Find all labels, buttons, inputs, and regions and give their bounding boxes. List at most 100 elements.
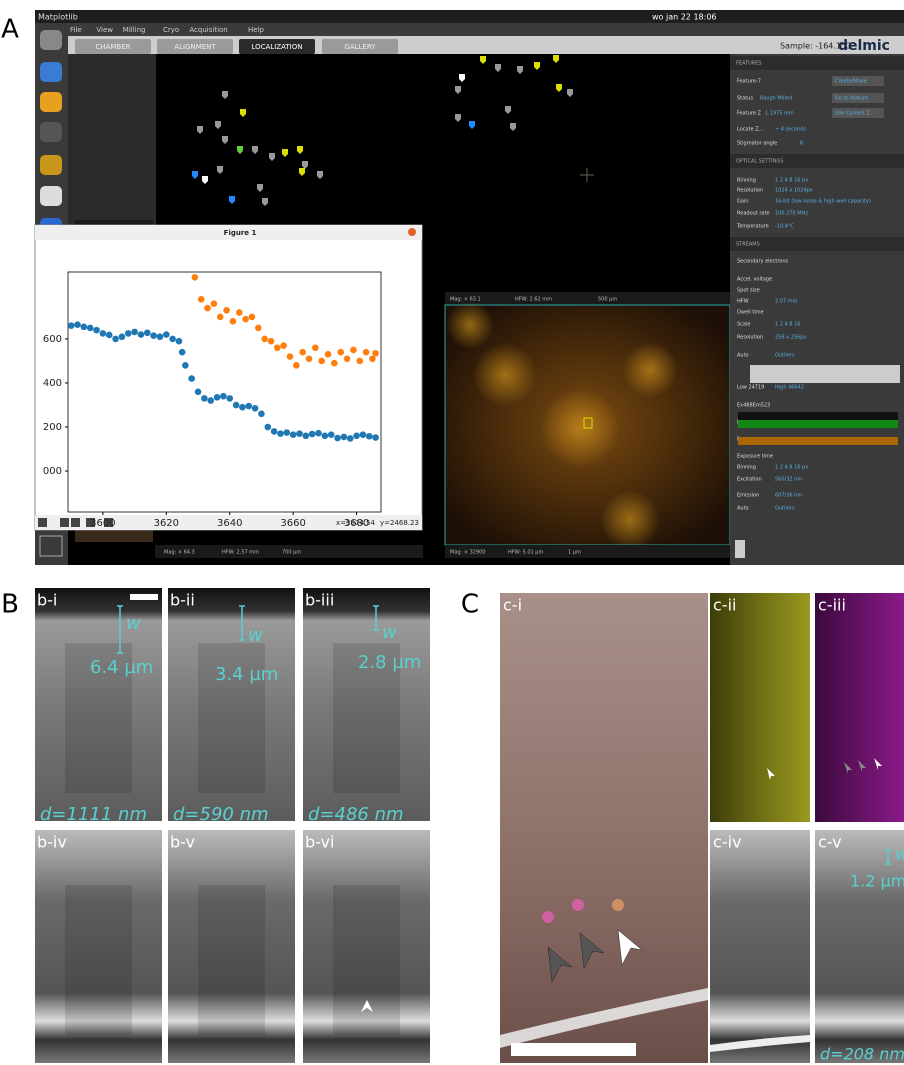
page: ABCMatplotlibwo jan 22 18:06FileViewMill… bbox=[0, 0, 904, 1065]
setting-text: High 46642 bbox=[775, 385, 804, 391]
tab-label: LOCALIZATION bbox=[252, 43, 303, 51]
setting-text: Auto bbox=[737, 506, 749, 512]
tile-label: c-i bbox=[503, 596, 522, 615]
tile-label: b-iii bbox=[305, 591, 334, 610]
point bbox=[369, 355, 376, 362]
tile-label: b-i bbox=[37, 591, 57, 610]
depth-value: d=208 nm bbox=[820, 1045, 904, 1064]
setting-text: Auto bbox=[737, 353, 749, 359]
point bbox=[303, 433, 310, 440]
dock-icon[interactable] bbox=[40, 186, 62, 206]
toolbar-icon[interactable] bbox=[60, 518, 69, 527]
figure: ABCMatplotlibwo jan 22 18:06FileViewMill… bbox=[0, 0, 904, 1065]
setting-text: Binning bbox=[737, 178, 756, 184]
scale-bar bbox=[511, 1043, 636, 1056]
view-scale: 700 µm bbox=[282, 550, 301, 556]
close-button[interactable] bbox=[408, 228, 416, 236]
depth-value: d=590 nm bbox=[173, 804, 269, 825]
point bbox=[150, 332, 157, 339]
trench bbox=[65, 885, 132, 1035]
setting-text: Resolution bbox=[737, 335, 763, 341]
point bbox=[255, 325, 262, 332]
point bbox=[306, 355, 313, 362]
setting-text: Binning bbox=[737, 465, 756, 471]
view-mag: Mag: × 32900 bbox=[450, 550, 486, 556]
setting-text: Dwell time bbox=[737, 310, 764, 316]
tile-label: b-v bbox=[170, 833, 195, 852]
panel-label: C bbox=[461, 590, 479, 620]
width-symbol: w bbox=[895, 845, 904, 864]
point bbox=[318, 358, 325, 365]
width-symbol: w bbox=[126, 613, 141, 634]
dock-icon[interactable] bbox=[40, 155, 62, 175]
dock-icon[interactable] bbox=[40, 62, 62, 82]
point bbox=[252, 405, 259, 412]
point bbox=[87, 325, 94, 332]
setting-text: 1 2 4 8 16 px bbox=[775, 465, 808, 471]
setting-text: Locate Z... bbox=[737, 127, 764, 133]
point bbox=[271, 428, 278, 435]
point bbox=[214, 394, 221, 401]
y-tick-label: 000 bbox=[43, 466, 62, 477]
point bbox=[264, 424, 271, 431]
width-value: 2.8 µm bbox=[358, 652, 421, 673]
width-symbol: w bbox=[382, 622, 397, 643]
point bbox=[233, 402, 240, 409]
toolbar-icon[interactable] bbox=[71, 518, 80, 527]
point bbox=[347, 435, 354, 442]
point bbox=[239, 404, 246, 411]
setting-text: Ex488Em523 bbox=[737, 403, 770, 409]
setting-text: 256 x 256px bbox=[775, 335, 806, 341]
setting-text: 560/32 nm bbox=[775, 477, 802, 483]
width-value: 1.2 µm bbox=[850, 872, 904, 891]
stream-bar bbox=[738, 412, 898, 420]
point bbox=[198, 296, 205, 303]
trench bbox=[333, 885, 400, 1035]
point bbox=[309, 431, 316, 438]
point bbox=[245, 403, 252, 410]
setting-text: Readout rate bbox=[737, 211, 770, 217]
point bbox=[293, 362, 300, 369]
scale-bar bbox=[130, 594, 158, 600]
point bbox=[334, 435, 341, 442]
point bbox=[280, 342, 287, 349]
panel-bg bbox=[738, 420, 898, 428]
menu-item: File bbox=[70, 26, 82, 34]
tile-label: b-iv bbox=[37, 833, 67, 852]
dock-icon[interactable] bbox=[40, 30, 62, 50]
point bbox=[204, 305, 211, 312]
setting-text: Use Current Z bbox=[835, 111, 870, 117]
point bbox=[112, 336, 119, 343]
stream-bar bbox=[738, 437, 898, 445]
toolbar-icon[interactable] bbox=[38, 518, 47, 527]
point bbox=[201, 395, 208, 402]
point bbox=[125, 330, 132, 337]
tile-label: c-v bbox=[818, 833, 842, 852]
panel-label: A bbox=[1, 15, 19, 45]
setting-text: Outliers bbox=[775, 353, 795, 359]
point bbox=[372, 434, 379, 441]
tab-label: GALLERY bbox=[344, 43, 376, 51]
label: wo jan 22 18:06 bbox=[652, 13, 717, 22]
point bbox=[179, 349, 186, 356]
tile-label: c-iv bbox=[713, 833, 741, 852]
setting-text: 1.1975 mm bbox=[765, 111, 794, 117]
point bbox=[207, 397, 214, 404]
point bbox=[182, 362, 189, 369]
point bbox=[322, 433, 329, 440]
point bbox=[287, 353, 294, 360]
setting-text: 16-bit (low noise & high well capacity) bbox=[775, 199, 871, 205]
label: Matplotlib bbox=[38, 13, 78, 22]
point bbox=[356, 358, 363, 365]
point bbox=[331, 360, 338, 367]
depth-value: d=486 nm bbox=[308, 804, 404, 825]
dock-icon[interactable] bbox=[40, 122, 62, 142]
dock-icon[interactable] bbox=[40, 92, 62, 112]
point bbox=[100, 330, 107, 337]
micrograph bbox=[500, 593, 708, 1063]
dock-icon[interactable] bbox=[40, 536, 62, 556]
menu-item: Acquisition bbox=[189, 26, 227, 34]
tab-label: CHAMBER bbox=[95, 43, 130, 51]
point bbox=[188, 375, 195, 382]
point bbox=[328, 431, 335, 438]
